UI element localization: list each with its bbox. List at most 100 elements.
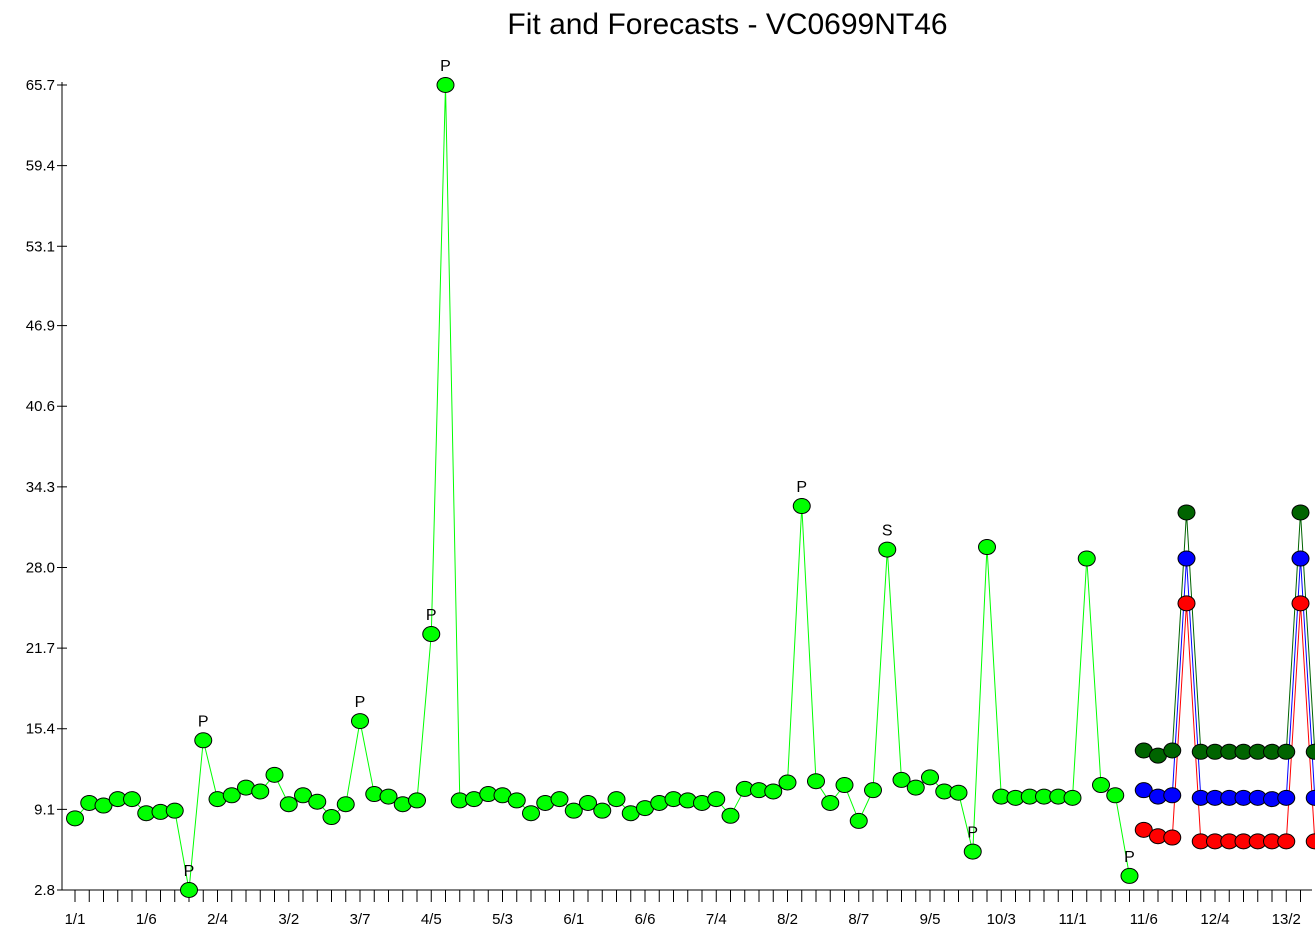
history-series-point [963,843,982,860]
history-series-point [821,794,840,811]
history-series-point [265,766,284,783]
x-tick-label: 11/6 [1130,911,1158,928]
history-series-point [379,788,398,805]
history-series-point [279,796,298,813]
history-series-point [180,882,198,898]
history-series-point [949,784,968,801]
lower-series-point [1177,595,1196,612]
forecast-series-point [1177,550,1196,567]
y-tick-label: 28.0 [26,559,55,576]
history-series-point [165,802,184,819]
forecast-series-point [1163,787,1182,804]
history-series-point [778,774,797,791]
upper-series-point [1177,504,1196,521]
history-series-point [507,792,526,809]
history-series-point [123,791,141,808]
history-series-point [921,769,939,786]
lower-series-point [1291,595,1310,612]
history-series-point [878,541,897,558]
x-tick-label: 9/5 [920,911,941,928]
history-series-point [892,771,911,788]
x-tick-label: 8/2 [777,911,798,928]
history-series-point [906,779,925,796]
history-series-point [764,783,783,800]
annotation-label: P [1124,849,1135,866]
history-series-point [322,809,341,826]
history-series-point [721,807,740,824]
y-tick-label: 21.7 [26,640,55,657]
history-series-point [66,810,84,827]
y-tick-label: 9.1 [34,801,55,818]
history-series-point [1092,777,1110,794]
history-series-point [408,792,426,809]
history-series-point [792,498,811,515]
annotation-label: P [198,713,209,730]
history-series-point [835,777,854,794]
history-series-line [74,84,1130,891]
history-series-point [351,713,369,730]
annotation-label: P [184,863,195,880]
history-series-point [194,732,213,749]
x-tick-label: 6/6 [635,911,656,928]
y-tick-label: 59.4 [26,158,55,175]
forecast-series-point [1277,789,1296,806]
lower-series-point [1134,821,1153,838]
history-series-point [1106,787,1125,804]
history-series-point [336,796,355,813]
lower-series-point [1163,829,1182,846]
x-tick-label: 1/1 [65,911,86,928]
chart-title: Fit and Forecasts - VC0699NT46 [507,8,948,41]
upper-series-point [1163,742,1182,759]
history-series-point [849,812,868,829]
history-series-point [251,783,270,800]
x-tick-label: 13/2 [1272,911,1301,928]
upper-series-line [1143,512,1315,757]
history-series-point [593,802,612,819]
annotation-label: P [967,825,978,842]
annotation-labels: P P P P P P S P P [184,58,1135,880]
x-tick-label: 12/4 [1200,911,1229,928]
y-tick-label: 46.9 [26,318,55,335]
x-tick-label: 2/4 [207,911,228,928]
upper-series-point [1291,504,1310,521]
upper-series-point [1305,743,1315,760]
history-series-point [707,791,726,808]
x-tick-label: 8/7 [848,911,869,928]
annotation-label: S [882,523,893,540]
forecast-series-line [1143,558,1315,800]
y-tick-label: 53.1 [26,238,55,255]
forecast-series-point [1134,782,1153,799]
x-tick-label: 1/6 [136,911,157,928]
annotation-label: P [426,607,437,624]
history-series-point [978,539,996,556]
x-tick-label: 3/2 [278,911,299,928]
history-series-point [864,782,882,799]
history-series-point [1120,867,1139,884]
y-tick-label: 34.3 [26,479,55,496]
history-series-point [550,791,569,808]
axes: 2.8 9.1 15.4 21.7 28.0 34.3 40.6 46.9 53.1 59.4 65… [26,77,1312,928]
history-series-point [1063,789,1082,806]
annotation-label: P [440,58,451,75]
history-series-point [222,787,241,804]
history-series-point [522,805,540,822]
x-tick-label: 5/3 [492,911,513,928]
history-series-point [94,797,113,814]
lower-series-point [1277,833,1296,850]
y-tick-label: 15.4 [26,721,55,738]
series-lines [74,84,1315,891]
y-tick-label: 2.8 [34,882,55,899]
history-series-point [564,802,583,819]
history-series-point [807,773,825,790]
history-series-point [607,791,626,808]
forecast-series-point [1305,789,1315,806]
series-markers [66,77,1315,898]
x-tick-label: 3/7 [350,911,371,928]
upper-series-point [1277,743,1296,760]
history-series-point [1077,550,1096,567]
x-tick-label: 10/3 [987,911,1016,928]
history-series-point [579,794,597,811]
history-series-point [436,77,455,93]
annotation-label: P [355,694,366,711]
